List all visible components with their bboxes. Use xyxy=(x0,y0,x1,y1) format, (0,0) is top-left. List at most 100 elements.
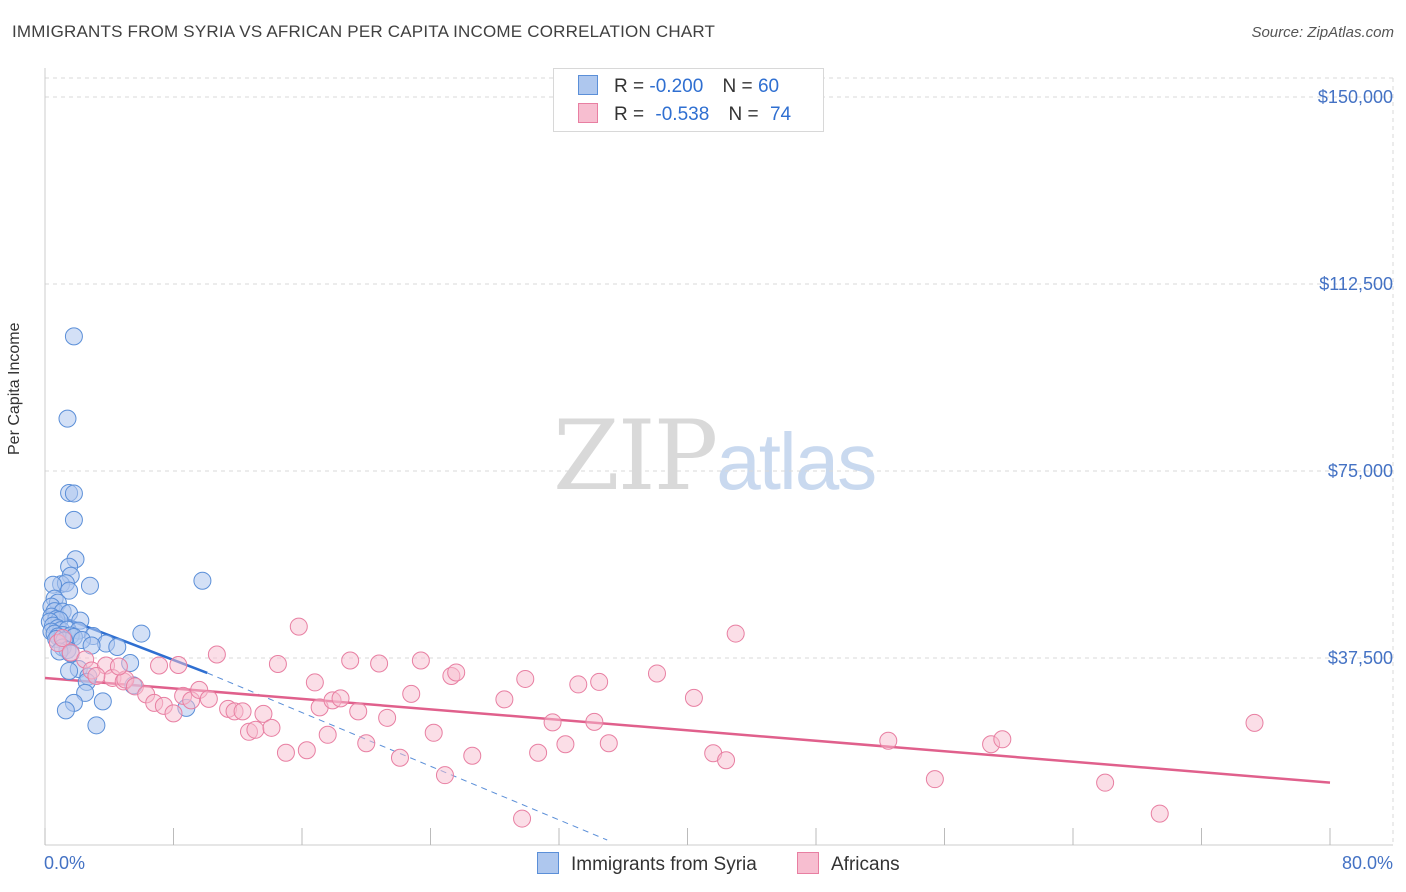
bottom-legend-swatch-africa xyxy=(797,852,819,874)
point-syria-3 xyxy=(64,484,83,503)
legend-r-label: R = xyxy=(614,104,645,125)
point-africa-57 xyxy=(585,712,604,731)
bottom-legend-label-syria: Immigrants from Syria xyxy=(571,854,757,875)
point-africa-36 xyxy=(331,689,350,708)
point-africa-44 xyxy=(411,651,430,670)
x-tick-labels: 0.0% 80.0% xyxy=(44,853,1393,873)
point-africa-63 xyxy=(717,751,736,770)
point-africa-65 xyxy=(879,731,898,750)
point-africa-19 xyxy=(199,689,218,708)
point-africa-52 xyxy=(516,669,535,688)
point-africa-27 xyxy=(262,718,281,737)
legend-n-label: N = xyxy=(728,104,759,125)
point-africa-45 xyxy=(424,723,443,742)
point-africa-42 xyxy=(390,748,409,767)
point-africa-51 xyxy=(513,809,532,828)
point-africa-56 xyxy=(569,675,588,694)
point-syria-0 xyxy=(64,327,83,346)
point-africa-69 xyxy=(1096,773,1115,792)
y-tick-label-3: $150,000 xyxy=(1318,87,1393,107)
point-syria-57 xyxy=(56,701,75,720)
bottom-legend-swatch-syria xyxy=(537,852,559,874)
legend-r-value-syria: -0.200 xyxy=(649,76,704,97)
point-africa-15 xyxy=(169,655,188,674)
point-africa-37 xyxy=(341,651,360,670)
point-syria-49 xyxy=(60,661,79,680)
point-africa-43 xyxy=(402,684,421,703)
point-syria-59 xyxy=(108,638,127,657)
trendline-africa xyxy=(44,676,1331,784)
point-africa-1 xyxy=(53,629,72,648)
source-label: Source: ZipAtlas.com xyxy=(1251,24,1394,41)
point-africa-41 xyxy=(378,708,397,727)
point-africa-64 xyxy=(726,624,745,643)
y-tick-label-1: $75,000 xyxy=(1328,461,1393,481)
point-africa-40 xyxy=(370,654,389,673)
point-africa-2 xyxy=(61,643,80,662)
chart-title: IMMIGRANTS FROM SYRIA VS AFRICAN PER CAP… xyxy=(12,22,716,41)
point-africa-34 xyxy=(318,725,337,744)
point-africa-12 xyxy=(150,656,169,675)
point-africa-32 xyxy=(305,673,324,692)
point-syria-4 xyxy=(64,510,83,529)
legend-r-value-africa: -0.538 xyxy=(655,104,710,125)
point-africa-72 xyxy=(109,657,128,676)
bottom-legend-africa: Africans xyxy=(797,852,900,876)
series-africa-points xyxy=(48,617,1264,828)
point-africa-71 xyxy=(1245,713,1264,732)
point-africa-31 xyxy=(297,741,316,760)
point-africa-70 xyxy=(1150,804,1169,823)
point-africa-20 xyxy=(207,645,226,664)
watermark-atlas: atlas xyxy=(716,417,877,506)
y-tick-label-0: $37,500 xyxy=(1328,648,1393,668)
point-africa-28 xyxy=(268,654,287,673)
point-syria-53 xyxy=(76,683,95,702)
legend-n-label: N = xyxy=(722,76,753,97)
bottom-legend-syria: Immigrants from Syria xyxy=(537,852,757,876)
point-syria-10 xyxy=(80,576,99,595)
y-tick-label-2: $112,500 xyxy=(1319,274,1393,294)
bottom-legend-label-africa: Africans xyxy=(831,854,900,875)
point-africa-60 xyxy=(647,664,666,683)
point-syria-12 xyxy=(193,571,212,590)
point-africa-25 xyxy=(246,720,265,739)
point-africa-68 xyxy=(993,730,1012,749)
point-africa-73 xyxy=(87,666,106,685)
point-africa-48 xyxy=(447,663,466,682)
point-africa-61 xyxy=(684,688,703,707)
point-africa-39 xyxy=(357,734,376,753)
point-africa-29 xyxy=(276,743,295,762)
point-syria-55 xyxy=(93,692,112,711)
point-africa-50 xyxy=(495,690,514,709)
legend-swatch-syria xyxy=(578,75,598,95)
legend-row-syria: R = -0.200 N = 60 xyxy=(578,75,779,99)
legend-n-value-syria: 60 xyxy=(757,76,780,97)
point-africa-26 xyxy=(254,704,273,723)
watermark: ZIPatlas xyxy=(553,400,877,512)
point-africa-59 xyxy=(599,734,618,753)
y-tick-labels: $37,500 $75,000 $112,500 $150,000 xyxy=(1318,87,1393,668)
legend-row-africa: R = -0.538 N = 74 xyxy=(578,103,791,127)
trendlines xyxy=(44,609,1331,841)
point-africa-23 xyxy=(233,702,252,721)
point-africa-30 xyxy=(289,617,308,636)
point-syria-1 xyxy=(58,409,77,428)
point-africa-46 xyxy=(435,766,454,785)
axes xyxy=(44,68,1393,846)
point-africa-66 xyxy=(925,770,944,789)
point-africa-53 xyxy=(529,743,548,762)
point-syria-11 xyxy=(60,581,79,600)
x-tick-label-min: 0.0% xyxy=(44,853,85,873)
point-africa-49 xyxy=(463,746,482,765)
point-syria-40 xyxy=(132,624,151,643)
point-africa-54 xyxy=(543,713,562,732)
legend-swatch-africa xyxy=(578,103,598,123)
point-africa-55 xyxy=(556,735,575,754)
point-syria-58 xyxy=(87,716,106,735)
x-tick-label-max: 80.0% xyxy=(1342,853,1393,873)
legend-r-label: R = xyxy=(614,76,645,97)
legend-n-value-africa: 74 xyxy=(769,104,792,125)
correlation-legend: R = -0.200 N = 60 R = -0.538 N = 74 xyxy=(553,68,824,132)
point-africa-14 xyxy=(164,704,183,723)
